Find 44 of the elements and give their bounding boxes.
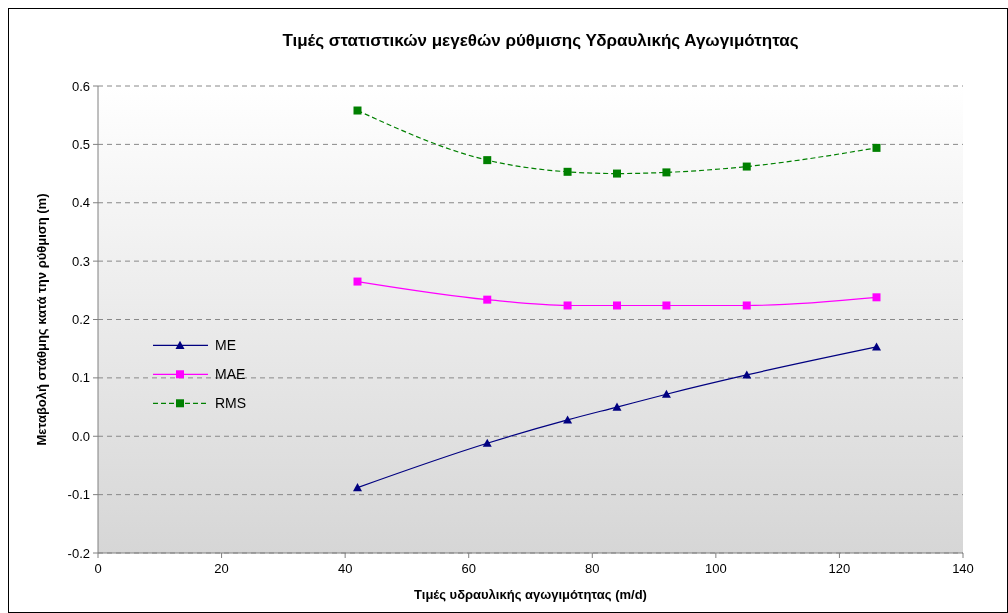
x-tick-label: 0 (94, 561, 102, 576)
chart-title: Τιμές στατιστικών μεγεθών ρύθμισης Υδραυλικής Αγωγιμότητας (282, 31, 799, 50)
point (563, 301, 572, 310)
point (353, 277, 362, 286)
point (483, 156, 492, 165)
point (613, 301, 621, 310)
y-tick-label: 0.3 (71, 253, 90, 269)
point (742, 301, 751, 310)
y-tick-label: 0.5 (71, 136, 90, 152)
point (563, 415, 573, 424)
x-axis-title: Τιμές υδραυλικής αγωγιμότητας (m/d) (414, 587, 647, 602)
point (613, 169, 621, 178)
x-tick-label: 100 (705, 561, 727, 576)
y-tick-label: -0.2 (67, 545, 90, 561)
point (661, 389, 671, 398)
point (742, 162, 751, 171)
x-tick-label: 140 (952, 561, 974, 576)
y-axis-title: Μεταβολή στάθμης κατά την ρύθμιση (m) (34, 193, 49, 446)
point (662, 301, 671, 310)
x-tick-label: 60 (461, 561, 476, 576)
x-tick-label: 40 (337, 561, 353, 576)
point (742, 370, 752, 379)
point (353, 483, 362, 492)
x-tick-label: 120 (828, 561, 851, 576)
point (872, 143, 881, 152)
point (872, 293, 881, 302)
legend-label: MAE (215, 366, 246, 383)
legend-label: ME (215, 337, 236, 354)
point (353, 106, 362, 115)
y-tick-label: 0.6 (71, 78, 90, 94)
y-tick-label: -0.1 (67, 487, 90, 503)
y-tick-label: 0.2 (71, 312, 90, 328)
y-tick-label: 0.4 (71, 195, 90, 211)
point (482, 438, 492, 447)
point (872, 342, 881, 351)
point (612, 402, 622, 411)
point (563, 167, 572, 176)
point (483, 295, 492, 304)
x-tick-label: 20 (214, 561, 229, 576)
point (662, 168, 671, 177)
y-tick-label: 0.1 (71, 370, 90, 386)
x-tick-label: 80 (585, 561, 600, 576)
y-tick-label: 0.0 (71, 428, 90, 444)
legend-label: RMS (215, 395, 247, 412)
